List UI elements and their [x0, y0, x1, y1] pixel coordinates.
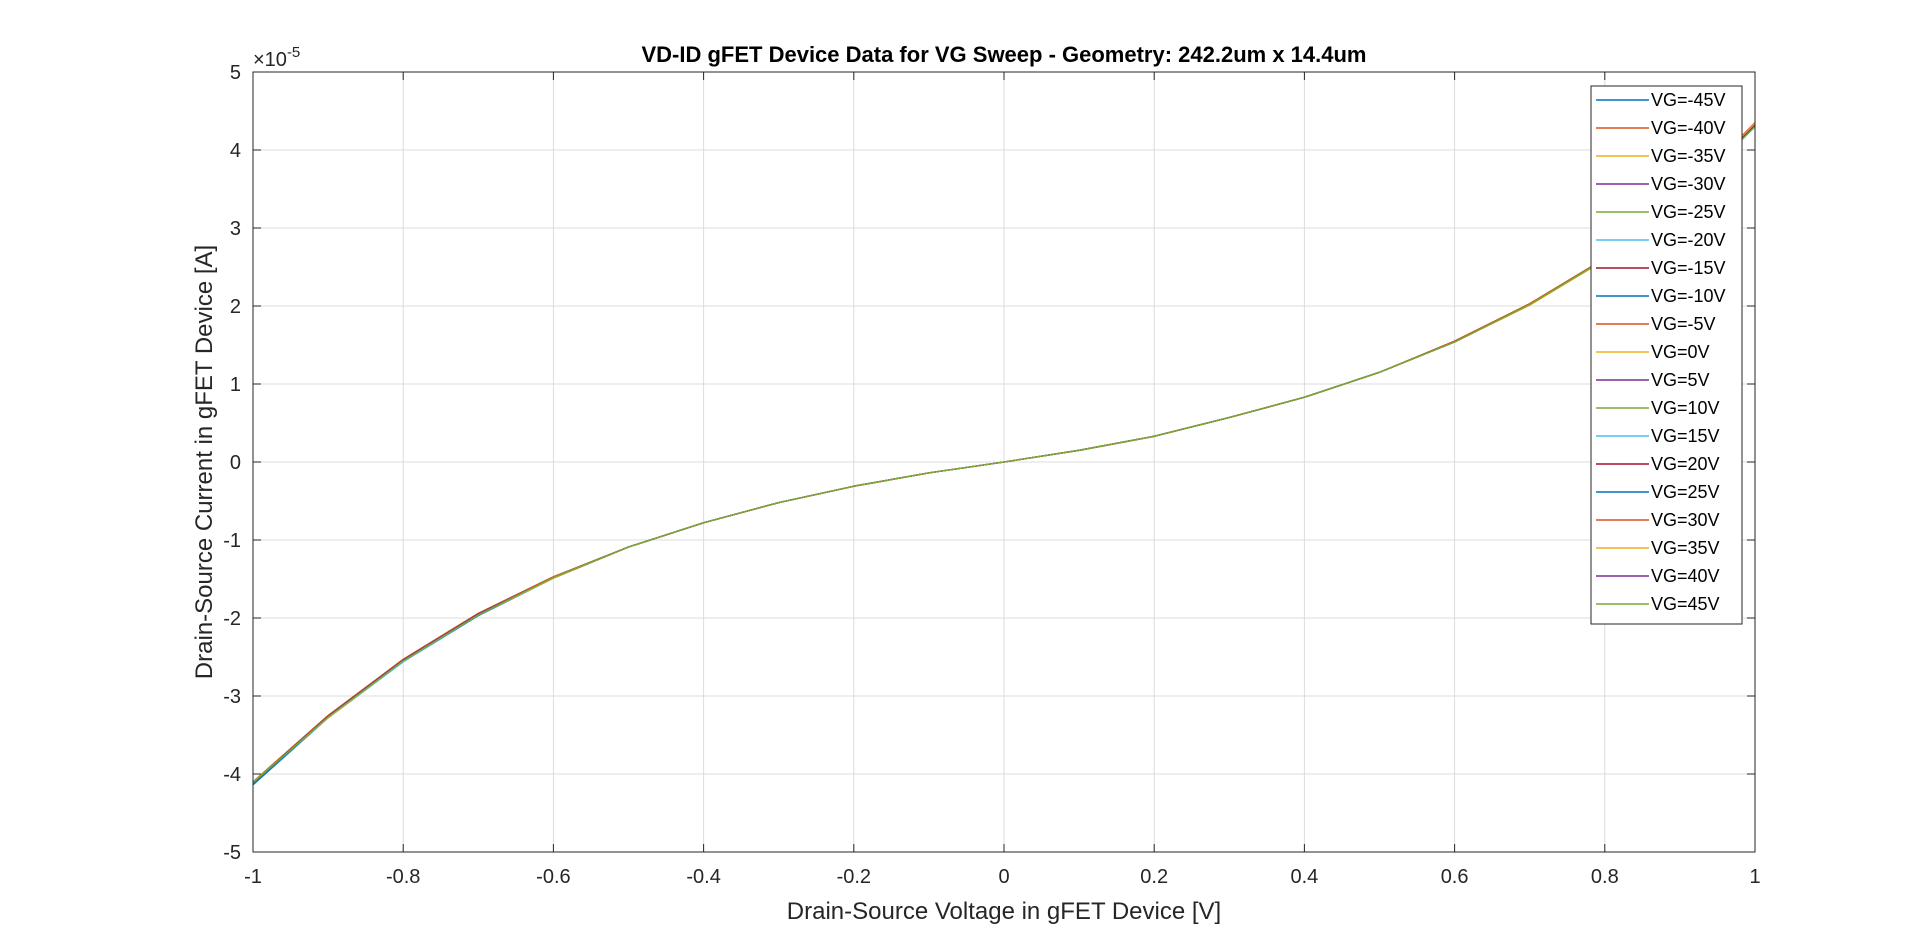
x-tick-label: 0.4 — [1290, 866, 1318, 888]
x-tick-label: -0.2 — [837, 866, 871, 888]
legend-box — [1590, 85, 1743, 625]
y-axis-exponent: ×10-5 — [253, 44, 300, 71]
y-tick-label: -2 — [223, 608, 241, 630]
y-tick-label: -5 — [223, 842, 241, 864]
legend-label: VG=30V — [1651, 510, 1720, 530]
series-layer — [252, 122, 1756, 786]
legend: VG=-45V VG=-40V VG=-35V VG=-30V VG=-25V VG=-2… — [1590, 85, 1743, 625]
legend-label: VG=35V — [1651, 538, 1720, 558]
x-tick-label: -0.8 — [386, 866, 420, 888]
legend-label: VG=-15V — [1651, 258, 1726, 278]
x-tick-label: 0.2 — [1140, 866, 1168, 888]
x-tick-label: -0.4 — [686, 866, 720, 888]
legend-label: VG=25V — [1651, 482, 1720, 502]
y-tick-label: 2 — [230, 296, 241, 318]
y-tick-label: 3 — [230, 218, 241, 240]
y-tick-label: -3 — [223, 686, 241, 708]
y-exponent-power: -5 — [287, 44, 300, 61]
x-tick-label: 0 — [998, 866, 1009, 888]
legend-label: VG=20V — [1651, 454, 1720, 474]
x-tick-label: -0.6 — [536, 866, 570, 888]
legend-label: VG=0V — [1651, 342, 1710, 362]
x-tick-label: 0.6 — [1441, 866, 1469, 888]
legend-label: VG=-40V — [1651, 118, 1726, 138]
chart-title: VD-ID gFET Device Data for VG Sweep - Ge… — [641, 42, 1366, 67]
x-tick-label: 1 — [1749, 866, 1760, 888]
legend-label: VG=-20V — [1651, 230, 1726, 250]
y-exponent-base: ×10 — [253, 49, 287, 71]
y-tick-label: 5 — [230, 62, 241, 84]
legend-label: VG=-5V — [1651, 314, 1716, 334]
legend-label: VG=40V — [1651, 566, 1720, 586]
series-line — [252, 126, 1756, 784]
y-tick-label: -1 — [223, 530, 241, 552]
legend-label: VG=5V — [1651, 370, 1710, 390]
plot-area: -1 -0.8 -0.6 -0.4 -0.2 0 0.2 0.4 0.6 0.8 1 -5 -4 -3 -2… — [223, 62, 1760, 888]
legend-label: VG=45V — [1651, 594, 1720, 614]
y-axis-label: Drain-Source Current in gFET Device [A] — [191, 245, 218, 679]
legend-label: VG=-45V — [1651, 90, 1726, 110]
x-axis-label: Drain-Source Voltage in gFET Device [V] — [787, 898, 1221, 925]
legend-label: VG=-35V — [1651, 146, 1726, 166]
legend-label: VG=-25V — [1651, 202, 1726, 222]
x-tick-label: -1 — [244, 866, 262, 888]
axis-ticks: -1 -0.8 -0.6 -0.4 -0.2 0 0.2 0.4 0.6 0.8 1 -5 -4 -3 -2… — [223, 62, 1760, 888]
legend-label: VG=-30V — [1651, 174, 1726, 194]
legend-label: VG=10V — [1651, 398, 1720, 418]
y-tick-label: -4 — [223, 764, 241, 786]
x-tick-label: 0.8 — [1591, 866, 1619, 888]
legend-label: VG=-10V — [1651, 286, 1726, 306]
y-tick-label: 4 — [230, 140, 241, 162]
legend-label: VG=15V — [1651, 426, 1720, 446]
y-tick-label: 0 — [230, 452, 241, 474]
y-tick-label: 1 — [230, 374, 241, 396]
